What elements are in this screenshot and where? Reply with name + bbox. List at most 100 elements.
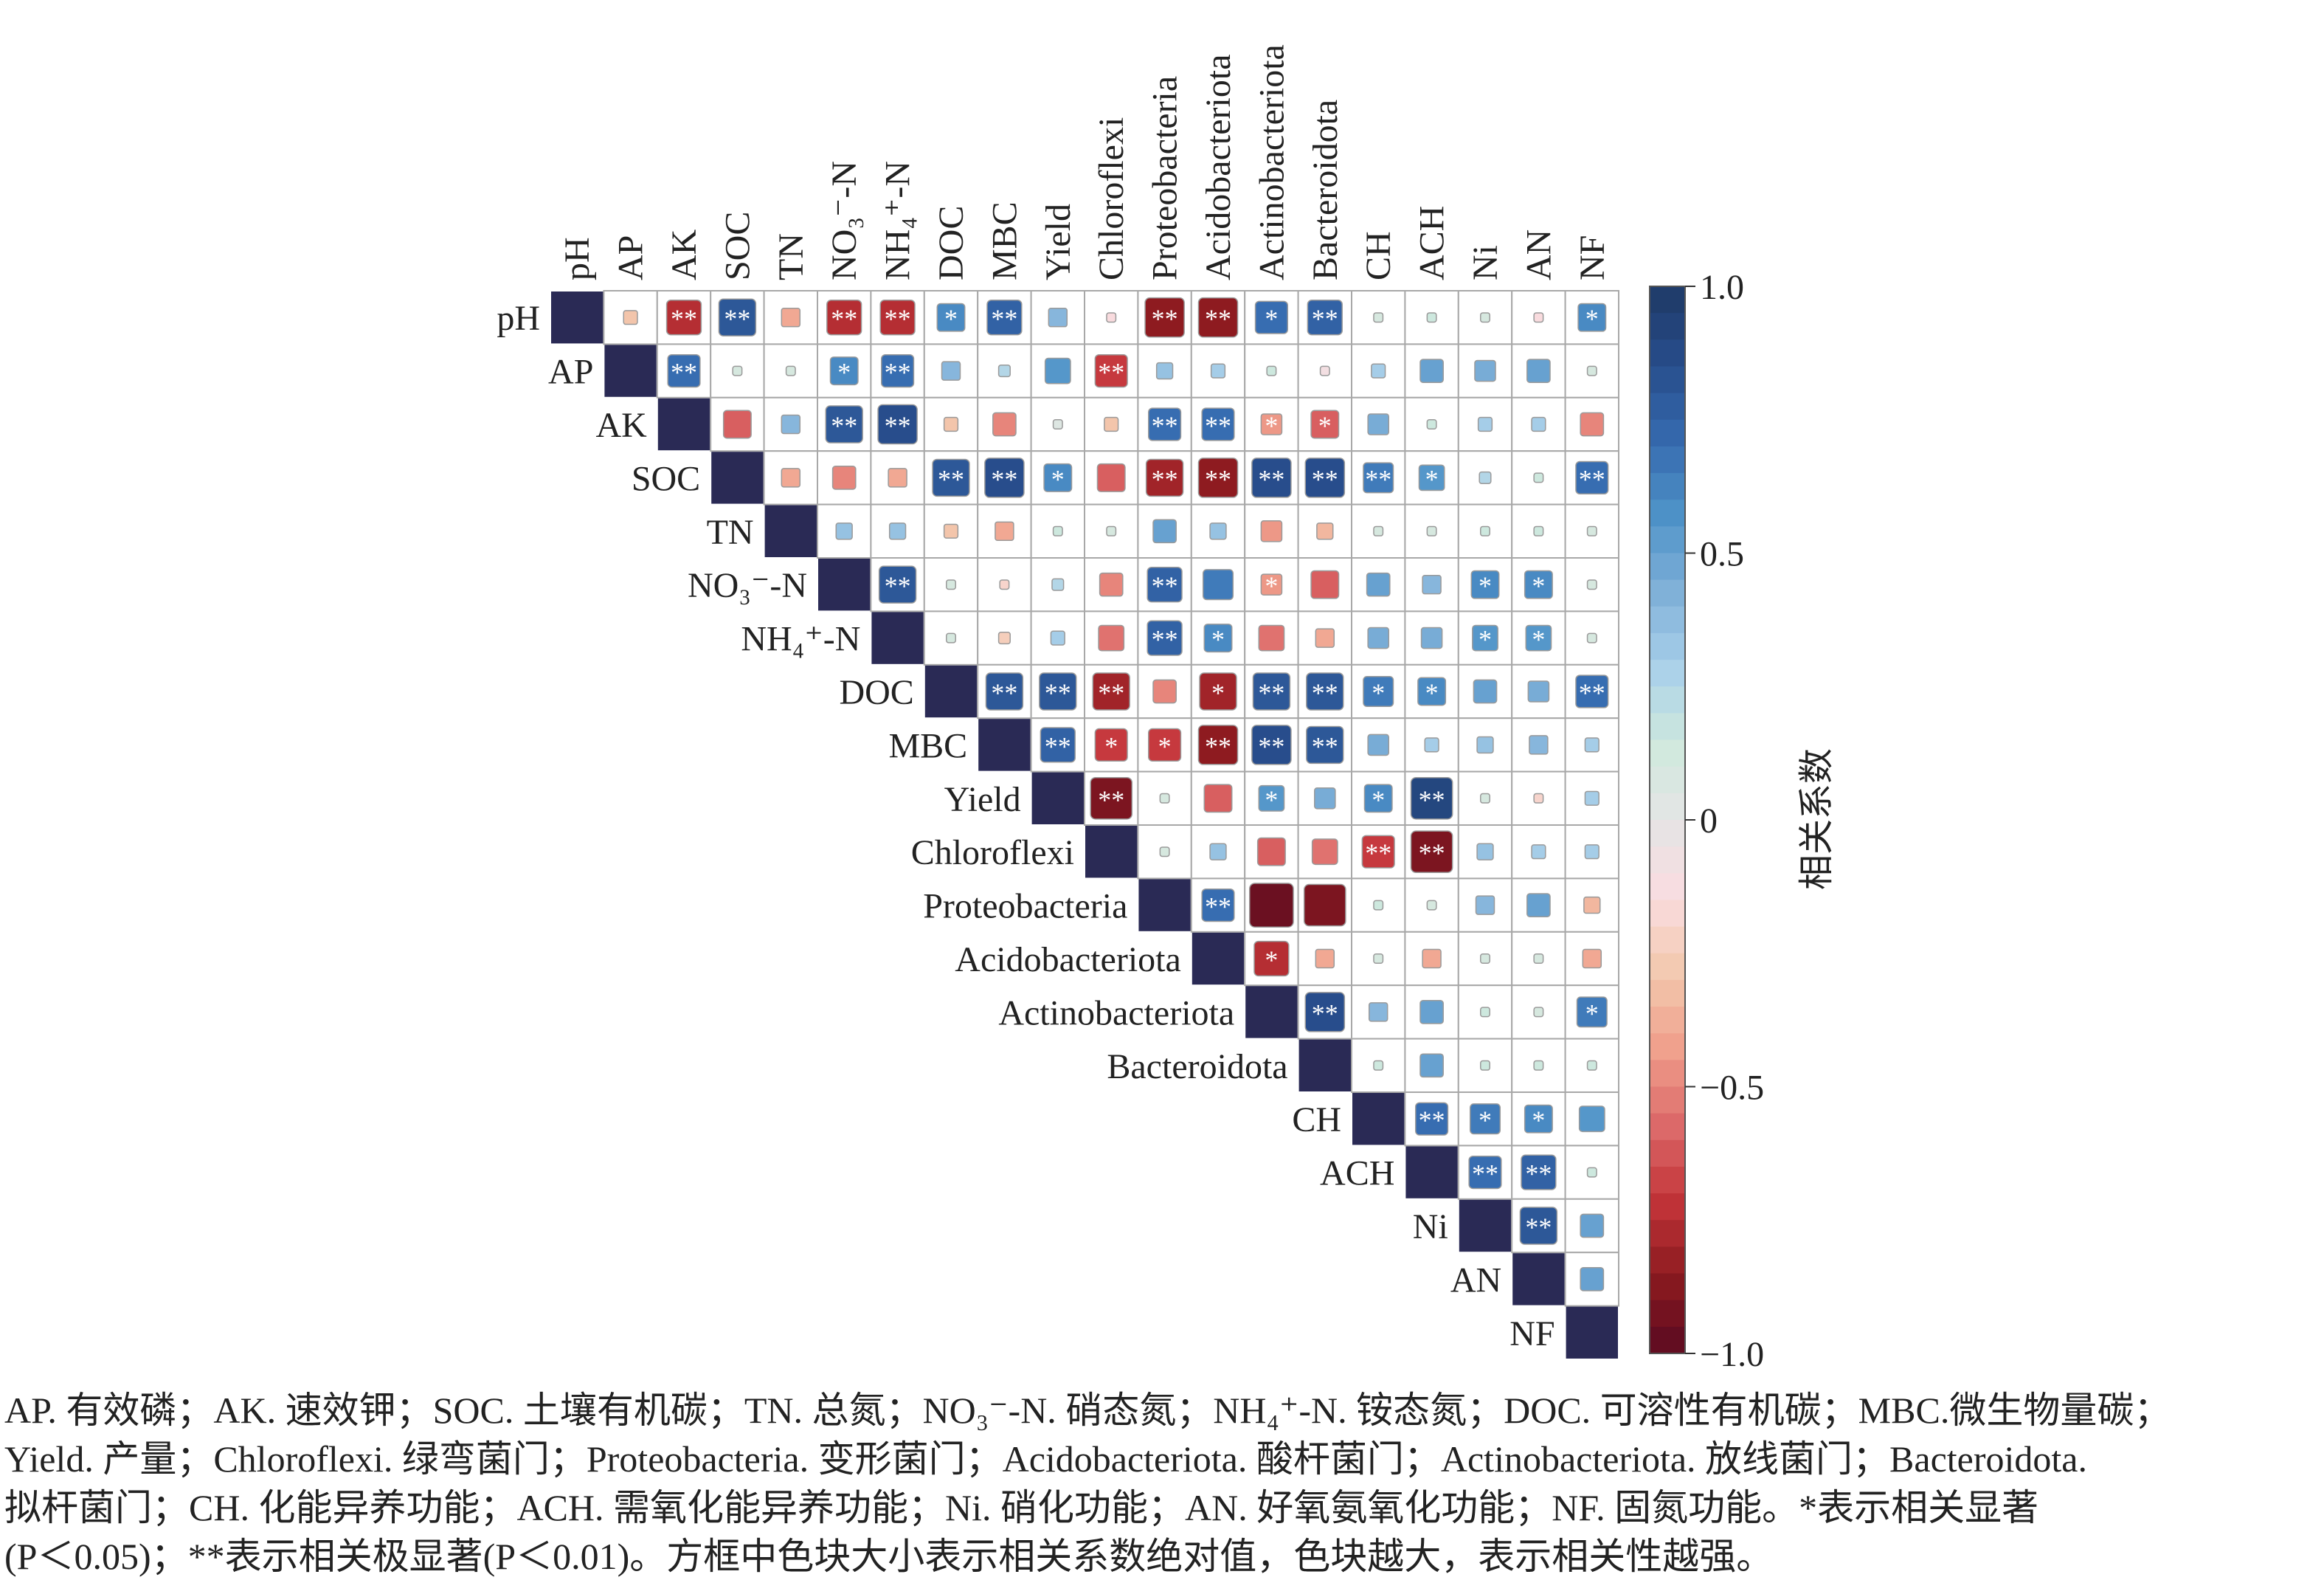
cell-value-square [1052,419,1063,429]
cell-value-square [667,354,701,388]
significance-mark: ** [1258,678,1284,708]
cell-frame [1351,450,1406,506]
significance-mark: ** [1098,678,1124,708]
cell-value-square [1304,458,1346,498]
cell-value-square [1533,953,1544,964]
row-label: ACH [1320,1154,1394,1193]
cell-value-square [1531,844,1546,860]
significance-mark: * [1479,625,1492,655]
cell-diagonal [604,345,657,397]
row-label: AP [548,353,593,392]
cell-value-square [1096,463,1126,492]
cell-value-square [1580,1267,1605,1291]
significance-mark: ** [991,464,1017,494]
cell-value-square [985,672,1024,711]
significance-mark: * [1051,464,1065,494]
cell-value-square [1533,1060,1544,1071]
row-label: Proteobacteria [923,887,1127,926]
cell-diagonal [657,398,710,451]
colorbar-segment [1650,419,1685,447]
cell-value-square [1099,572,1124,597]
cell-value-square [1201,889,1235,922]
colorbar-segment [1650,1246,1685,1274]
significance-mark: ** [885,358,911,387]
row-label: AN [1450,1260,1501,1300]
cell-value-square [1531,416,1546,432]
significance-mark: ** [1312,464,1338,494]
column-labels: pH AP AK SOC TN NO₃⁻-N NH₄⁺-N DOC MBC Yield Chloro… [558,44,1612,280]
colorbar-segment [1650,1300,1685,1328]
significance-mark: ** [724,304,750,334]
cell-value-square [1586,525,1597,536]
cell-diagonal [978,719,1031,771]
cell-value-square [1040,727,1076,763]
cell-value-square [1306,672,1344,711]
cell-value-square [1580,1213,1605,1238]
significance-mark: ** [1472,1159,1498,1189]
cell-value-square [1418,464,1445,491]
colorbar-segment [1650,446,1685,475]
cell-value-square [1519,1207,1558,1245]
cell-value-square [1533,1007,1544,1018]
significance-mark: ** [1525,1159,1552,1189]
column-label: AP [612,235,651,280]
cell-value-square [1050,630,1065,646]
cell-value-square [1260,520,1283,542]
cell-value-square [943,416,959,432]
cell-value-square [1304,992,1346,1032]
cell-frame [1564,877,1620,933]
cell-diagonal [1566,1306,1618,1359]
cell-value-square [1576,996,1608,1028]
cell-value-square [1422,574,1442,595]
row-label: MBC [888,726,967,765]
cell-value-square [1152,519,1177,544]
cell-diagonal [1405,1146,1458,1198]
significance-mark: * [1265,785,1278,815]
cell-value-square [1260,413,1283,435]
colorbar-segment [1650,313,1685,341]
cell-value-square [997,365,1011,378]
significance-mark: ** [1258,464,1284,494]
cell-value-square [1468,1156,1502,1190]
cell-value-square [825,405,863,444]
cell-value-square [1209,522,1227,540]
colorbar-segment [1650,473,1685,501]
significance-mark: ** [1258,731,1284,761]
cell-value-square [1104,416,1119,432]
cell-value-square [623,310,638,325]
cell-diagonal [1512,1253,1565,1305]
cell-value-square [1419,359,1444,383]
cell-value-square [1521,1154,1557,1190]
cell-value-square [1575,674,1609,708]
cell-value-square [1367,734,1389,756]
significance-mark: * [944,304,958,334]
colorbar-tick-label: 0.5 [1700,535,1744,574]
colorbar-segment [1650,793,1685,821]
cell-value-square [1197,297,1239,338]
cell-value-square [1426,525,1437,536]
cell-value-square [1529,735,1549,755]
cell-diagonal [871,612,924,664]
cell-value-square [1583,896,1601,914]
cell-value-square [1480,1007,1490,1018]
row-label: NF [1509,1314,1554,1353]
column-label: NO₃⁻-N [825,161,864,280]
cell-value-square [1525,624,1552,652]
cell-value-square [1256,837,1286,866]
colorbar-segment [1650,979,1685,1008]
cell-value-square [1210,363,1226,379]
colorbar-segment [1650,900,1685,928]
heatmap-cells: ** ** ** ** * ** ** ** * ** *** * ** **** ** ** ** * *** **… [551,290,1620,1359]
cell-value-square [1367,413,1389,435]
significance-mark: ** [671,358,697,387]
significance-mark: ** [885,411,911,441]
significance-mark: * [1372,785,1385,815]
cell-value-square [1470,570,1500,599]
cell-value-square [1310,410,1340,439]
column-label: SOC [718,212,757,280]
cell-value-square [1420,627,1443,649]
row-label: TN [707,513,754,552]
cell-diagonal [1031,772,1084,824]
colorbar-segment [1650,1033,1685,1061]
cell-frame [1351,343,1406,398]
